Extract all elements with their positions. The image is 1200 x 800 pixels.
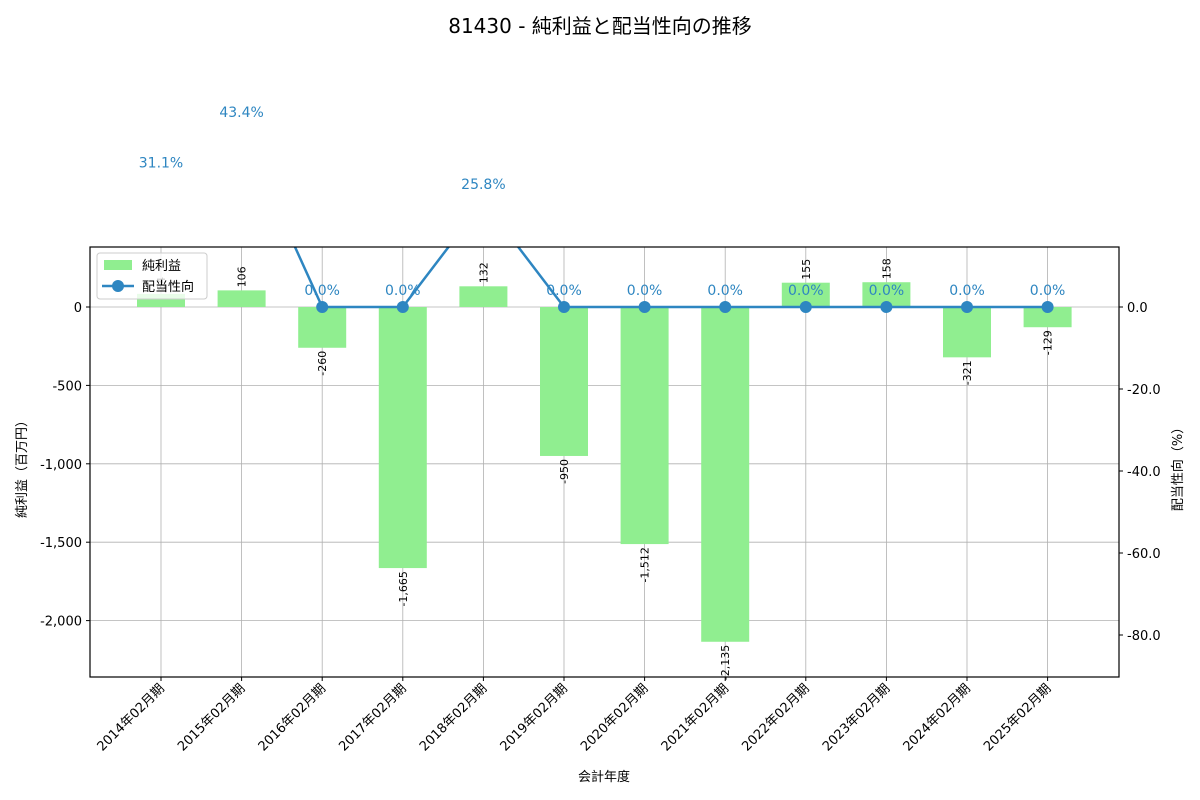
payout-label: 0.0% bbox=[1030, 283, 1066, 299]
bar bbox=[298, 307, 347, 348]
chart-title: 81430 - 純利益と配当性向の推移 bbox=[448, 14, 752, 38]
bar bbox=[620, 307, 669, 545]
left-tick-label: -1,500 bbox=[40, 536, 82, 551]
line-marker bbox=[638, 301, 651, 313]
line-marker bbox=[236, 123, 248, 135]
x-tick-label: 2022年02月期 bbox=[739, 681, 812, 754]
x-tick-label: 2021年02月期 bbox=[659, 681, 732, 754]
payout-label: 0.0% bbox=[949, 283, 985, 299]
legend: 純利益 配当性向 bbox=[96, 252, 208, 300]
payout-label: 31.1% bbox=[139, 155, 183, 171]
line-marker bbox=[1041, 301, 1054, 313]
legend-payout-ratio: 配当性向 bbox=[142, 279, 194, 295]
payout-ratio-line bbox=[155, 123, 1054, 313]
bar bbox=[378, 307, 427, 569]
bar bbox=[459, 286, 508, 307]
x-axis-label: 会計年度 bbox=[578, 769, 630, 785]
x-tick-label: 2016年02月期 bbox=[256, 681, 329, 754]
right-tick-label: -20.0 bbox=[1127, 383, 1161, 398]
left-tick-label: -500 bbox=[52, 379, 82, 394]
bar bbox=[701, 307, 750, 642]
payout-label: 0.0% bbox=[304, 283, 340, 299]
payout-ratio-labels: 31.1% 43.4% 0.0% 0.0% 25.8% 0.0% 0.0% 0.0% 0.0% 0… bbox=[139, 105, 1066, 299]
left-tick-label: 0 bbox=[74, 301, 82, 316]
payout-label: 0.0% bbox=[385, 283, 421, 299]
bar-value-label: 155 bbox=[800, 259, 813, 280]
line-marker bbox=[396, 301, 409, 313]
bar bbox=[217, 290, 266, 307]
payout-label: 0.0% bbox=[707, 283, 743, 299]
legend-net-income: 純利益 bbox=[142, 259, 181, 274]
x-tick-label: 2015年02月期 bbox=[175, 681, 248, 754]
x-tick-label: 2019年02月期 bbox=[498, 681, 571, 754]
payout-label: 0.0% bbox=[788, 283, 824, 299]
x-tick-label: 2020年02月期 bbox=[578, 681, 651, 754]
x-tick-label: 2014年02月期 bbox=[95, 681, 168, 754]
right-axis-label: 配当性向（%） bbox=[1170, 421, 1186, 511]
line-marker bbox=[155, 173, 167, 185]
line-marker bbox=[961, 301, 973, 313]
x-tick-label: 2025年02月期 bbox=[981, 681, 1054, 754]
bar-value-label: -129 bbox=[1042, 330, 1055, 355]
left-axis-ticks: 0 -500 -1,000 -1,500 -2,000 bbox=[40, 301, 90, 630]
bar-value-label: 106 bbox=[236, 266, 249, 287]
bar-value-label: -950 bbox=[558, 459, 571, 484]
line-marker bbox=[316, 301, 329, 313]
bar-value-label: -2,135 bbox=[719, 645, 732, 680]
bar-value-label: 158 bbox=[880, 258, 893, 279]
right-tick-label: -80.0 bbox=[1127, 629, 1161, 644]
legend-bar-swatch bbox=[104, 260, 132, 270]
bar-value-label: -1,512 bbox=[639, 547, 652, 582]
payout-label: 25.8% bbox=[461, 177, 505, 193]
bar bbox=[540, 307, 588, 456]
legend-line-marker bbox=[112, 280, 124, 292]
bar bbox=[1023, 307, 1072, 328]
right-tick-label: 0.0 bbox=[1127, 301, 1148, 316]
left-tick-label: -1,000 bbox=[40, 458, 82, 473]
net-income-bars bbox=[137, 282, 1072, 642]
right-tick-label: -40.0 bbox=[1127, 465, 1161, 480]
bar-value-labels: 84106-260-1,665132-950-1,512-2,135155158… bbox=[155, 258, 1055, 680]
plot-frame bbox=[89, 246, 1120, 678]
line-marker bbox=[719, 301, 732, 313]
line-marker bbox=[477, 195, 489, 207]
payout-label: 0.0% bbox=[627, 283, 663, 299]
line-marker bbox=[558, 301, 570, 313]
x-tick-label: 2023年02月期 bbox=[820, 681, 893, 754]
x-tick-label: 2018年02月期 bbox=[417, 681, 490, 754]
line-marker bbox=[880, 301, 893, 313]
right-tick-label: -60.0 bbox=[1127, 547, 1161, 562]
line-marker bbox=[799, 301, 812, 313]
left-tick-label: -2,000 bbox=[40, 615, 82, 630]
bar bbox=[943, 307, 991, 358]
left-axis-label: 純利益（百万円） bbox=[15, 414, 30, 518]
x-tick-label: 2024年02月期 bbox=[901, 681, 974, 754]
x-tick-label: 2017年02月期 bbox=[336, 681, 409, 754]
bar-value-label: 132 bbox=[477, 262, 490, 283]
payout-label: 0.0% bbox=[869, 283, 905, 299]
bar-value-label: -260 bbox=[316, 351, 329, 376]
right-axis-ticks: 0.0 -20.0 -40.0 -60.0 -80.0 bbox=[1119, 301, 1161, 644]
x-axis-ticks: 2014年02月期 2015年02月期 2016年02月期 2017年02月期 2018… bbox=[95, 677, 1054, 755]
payout-label: 0.0% bbox=[546, 283, 582, 299]
bar-value-label: -1,665 bbox=[397, 571, 410, 606]
bar-value-label: -321 bbox=[961, 360, 974, 385]
payout-label: 43.4% bbox=[219, 105, 263, 121]
